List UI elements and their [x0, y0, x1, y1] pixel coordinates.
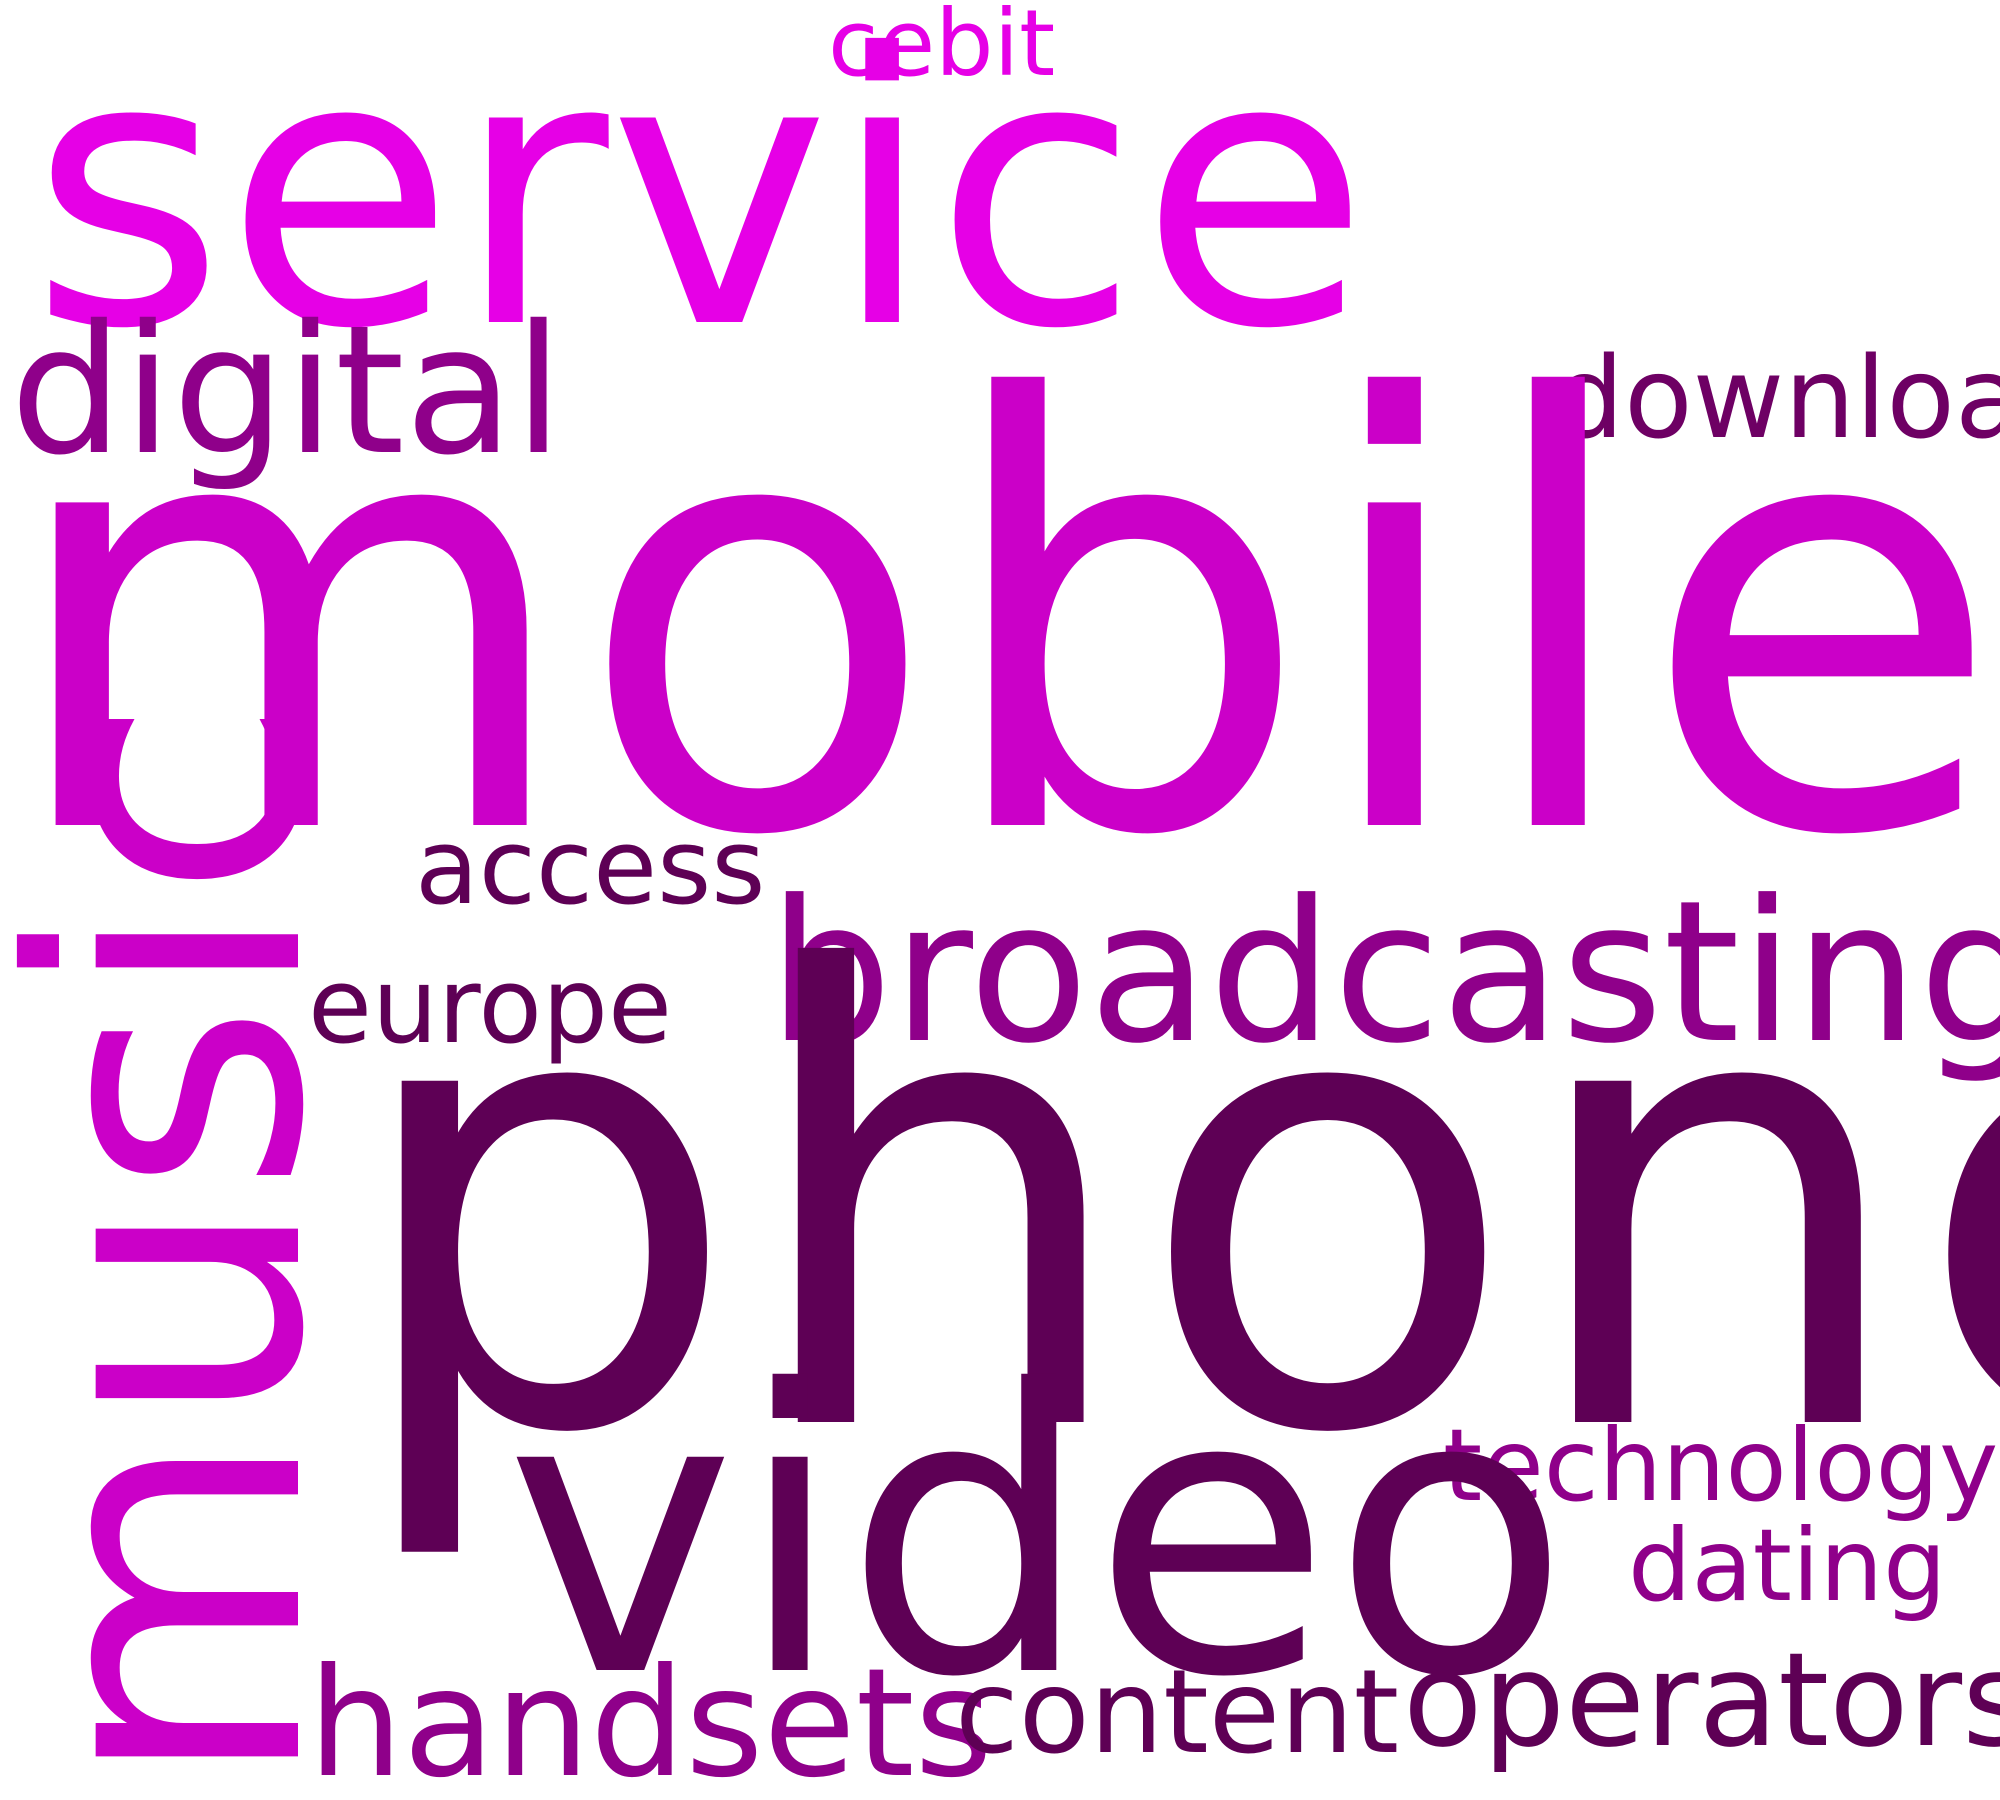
word-cebit: cebit [828, 0, 1055, 97]
word-digital: digital [10, 287, 563, 494]
word-content: content [955, 1645, 1399, 1780]
word-dating: dating [1628, 1507, 1947, 1624]
word-europe: europe [308, 945, 672, 1067]
word-mobile: mobile [2, 278, 2000, 965]
word-phone: phone [345, 844, 2000, 1570]
word-broadcasting: broadcasting [768, 859, 2000, 1087]
word-operators: operators [1403, 1624, 2000, 1776]
word-music: music [0, 696, 386, 1790]
word-download: download [1553, 334, 2000, 464]
word-technology: technology [1443, 1407, 1998, 1524]
word-handsets: handsets [308, 1637, 993, 1800]
word-access: access [415, 806, 765, 928]
word-video: video [505, 1308, 1570, 1762]
word-service: service [30, 0, 1370, 411]
